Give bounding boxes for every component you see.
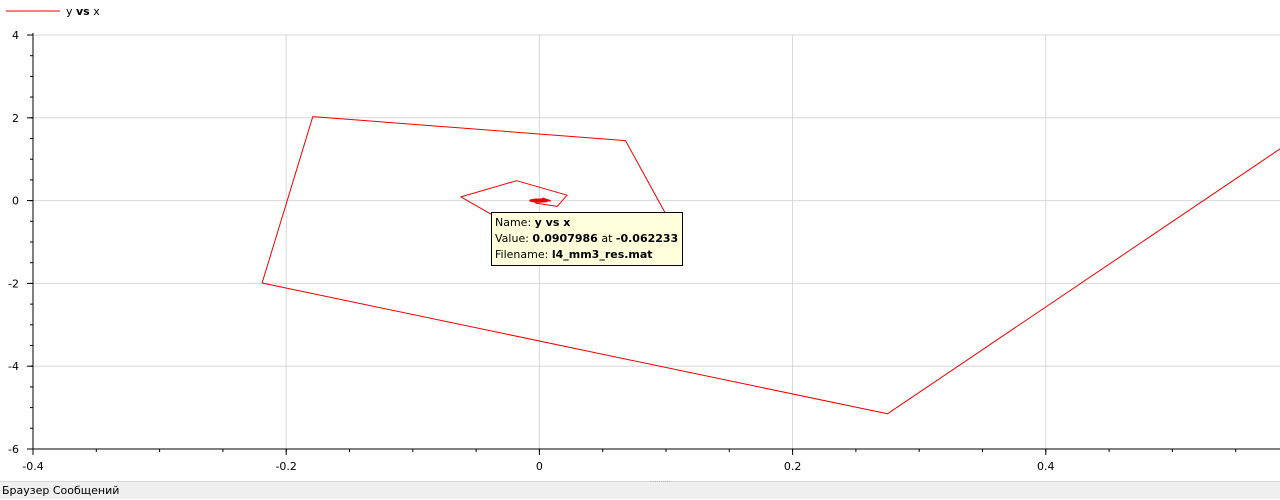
plot-area[interactable]: -0.4 -0.2 0 0.2 0.4 -6 -4 -2 0 2 4 y vs x xyxy=(0,0,1280,481)
y-tick-label: 2 xyxy=(12,112,19,125)
tooltip-name-value: y vs x xyxy=(534,216,571,229)
tooltip-at-label: at xyxy=(597,232,616,245)
x-tick-label: 0.2 xyxy=(784,460,802,473)
message-browser-bar[interactable]: Браузер Сообщений xyxy=(0,481,1280,499)
x-tick-label: 0 xyxy=(536,460,543,473)
tooltip-at-value: -0.062233 xyxy=(615,232,679,245)
y-tick-label: 0 xyxy=(12,195,19,208)
data-point-tooltip: Name: y vs x Value: 0.0907986 at -0.0622… xyxy=(491,212,684,266)
legend-label: y vs x xyxy=(66,5,100,18)
message-browser-label[interactable]: Браузер Сообщений xyxy=(2,484,120,497)
y-tick-label: -2 xyxy=(8,277,19,290)
x-tick-label: -0.2 xyxy=(275,460,296,473)
x-tick-label: -0.4 xyxy=(22,460,43,473)
y-tick-label: -6 xyxy=(8,443,19,456)
tooltip-filename-value: l4_mm3_res.mat xyxy=(551,248,653,261)
x-tick-label: 0.4 xyxy=(1037,460,1055,473)
y-tick-label: 4 xyxy=(12,29,19,42)
tooltip-filename-row: Filename: l4_mm3_res.mat xyxy=(495,247,678,263)
tooltip-name-label: Name: xyxy=(495,216,535,229)
y-tick-label: -4 xyxy=(8,360,19,373)
series-line-y-vs-x[interactable] xyxy=(261,116,1280,415)
tooltip-value-value: 0.0907986 xyxy=(532,232,598,245)
series-spiral-center xyxy=(529,198,550,203)
tooltip-filename-label: Filename: xyxy=(495,248,552,261)
tooltip-name-row: Name: y vs x xyxy=(495,215,678,231)
tooltip-value-label: Value: xyxy=(495,232,533,245)
splitter-handle[interactable] xyxy=(650,481,670,484)
tooltip-value-row: Value: 0.0907986 at -0.062233 xyxy=(495,231,678,247)
